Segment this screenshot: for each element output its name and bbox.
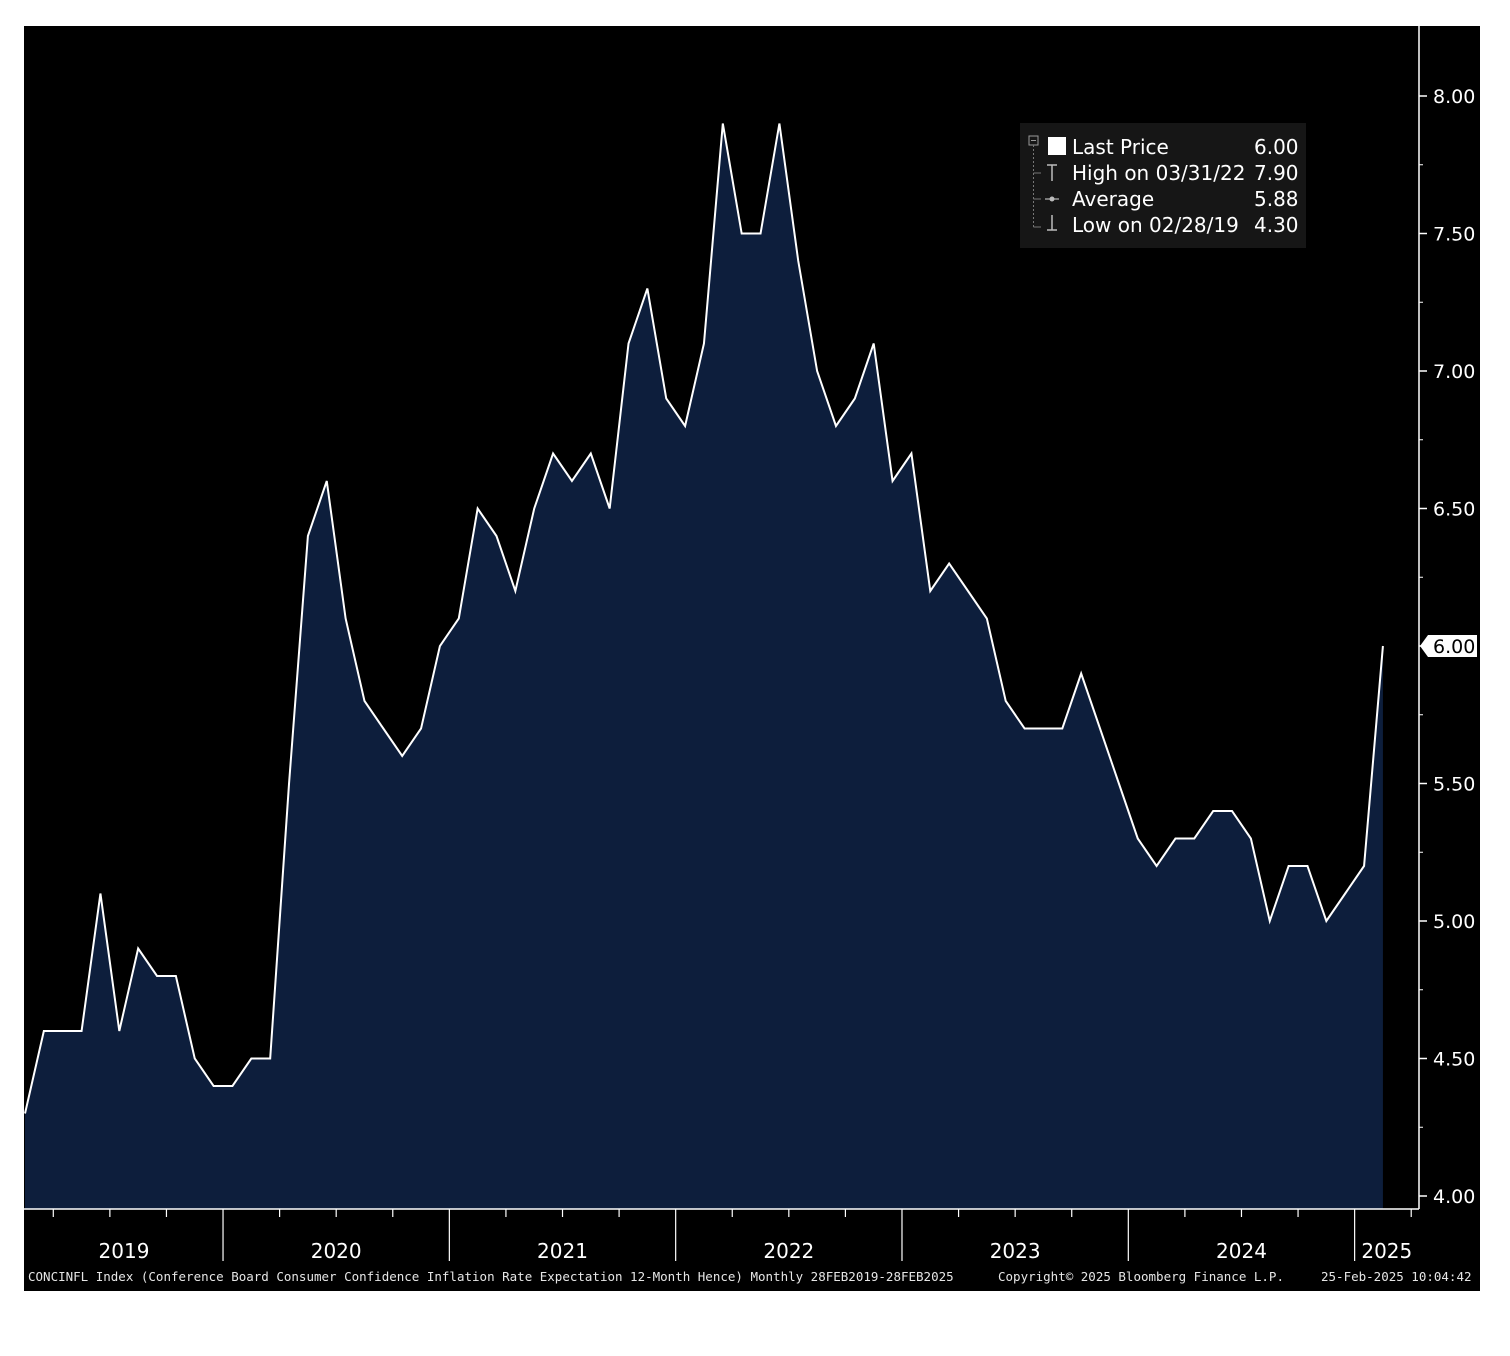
x-tick-label: 2025 bbox=[1361, 1239, 1412, 1263]
legend-value: 7.90 bbox=[1254, 161, 1299, 185]
legend-value: 4.30 bbox=[1254, 213, 1299, 237]
legend-tree-icon bbox=[1028, 135, 1059, 231]
y-tick-label: 5.50 bbox=[1433, 774, 1475, 796]
chart-legend: Last Price 6.00 High on 03/31/22 7.90 Av… bbox=[1020, 123, 1306, 248]
x-tick-label: 2023 bbox=[990, 1239, 1041, 1263]
y-tick-label: 6.50 bbox=[1433, 499, 1475, 521]
legend-label: High on 03/31/22 bbox=[1072, 161, 1246, 185]
x-tick-label: 2019 bbox=[99, 1239, 150, 1263]
x-tick-label: 2022 bbox=[763, 1239, 814, 1263]
series-line bbox=[24, 123, 1384, 1114]
legend-label: Average bbox=[1072, 187, 1155, 211]
series-area bbox=[25, 123, 1383, 1209]
chart-plot: 4.00 4.50 5.00 5.50 6.00 6.50 7.00 7.50 8.00 2019… bbox=[24, 26, 1477, 1263]
x-tick-label: 2021 bbox=[537, 1239, 588, 1263]
legend-value: 6.00 bbox=[1254, 135, 1299, 159]
y-tick-label: 4.00 bbox=[1433, 1186, 1475, 1208]
footer-description: CONCINFL Index (Conference Board Consume… bbox=[28, 1269, 954, 1284]
y-tick-label: 4.50 bbox=[1433, 1049, 1475, 1071]
last-value-label: 6.00 bbox=[1433, 636, 1475, 658]
x-tick-label: 2020 bbox=[311, 1239, 362, 1263]
footer-timestamp: 25-Feb-2025 10:04:42 bbox=[1321, 1269, 1472, 1284]
x-tick-label: 2024 bbox=[1216, 1239, 1267, 1263]
y-tick-label: 7.00 bbox=[1433, 361, 1475, 383]
y-tick-label: 7.50 bbox=[1433, 224, 1475, 246]
legend-value: 5.88 bbox=[1254, 187, 1299, 211]
legend-label: Last Price bbox=[1072, 135, 1169, 159]
footer-copyright: Copyright© 2025 Bloomberg Finance L.P. bbox=[998, 1269, 1284, 1284]
y-tick-label: 8.00 bbox=[1433, 86, 1475, 108]
chart-terminal: 4.00 4.50 5.00 5.50 6.00 6.50 7.00 7.50 8.00 2019… bbox=[24, 26, 1480, 1291]
legend-label: Low on 02/28/19 bbox=[1072, 213, 1239, 237]
last-value-marker bbox=[1420, 635, 1477, 657]
y-tick-label: 5.00 bbox=[1433, 911, 1475, 933]
legend-swatch bbox=[1048, 137, 1066, 155]
